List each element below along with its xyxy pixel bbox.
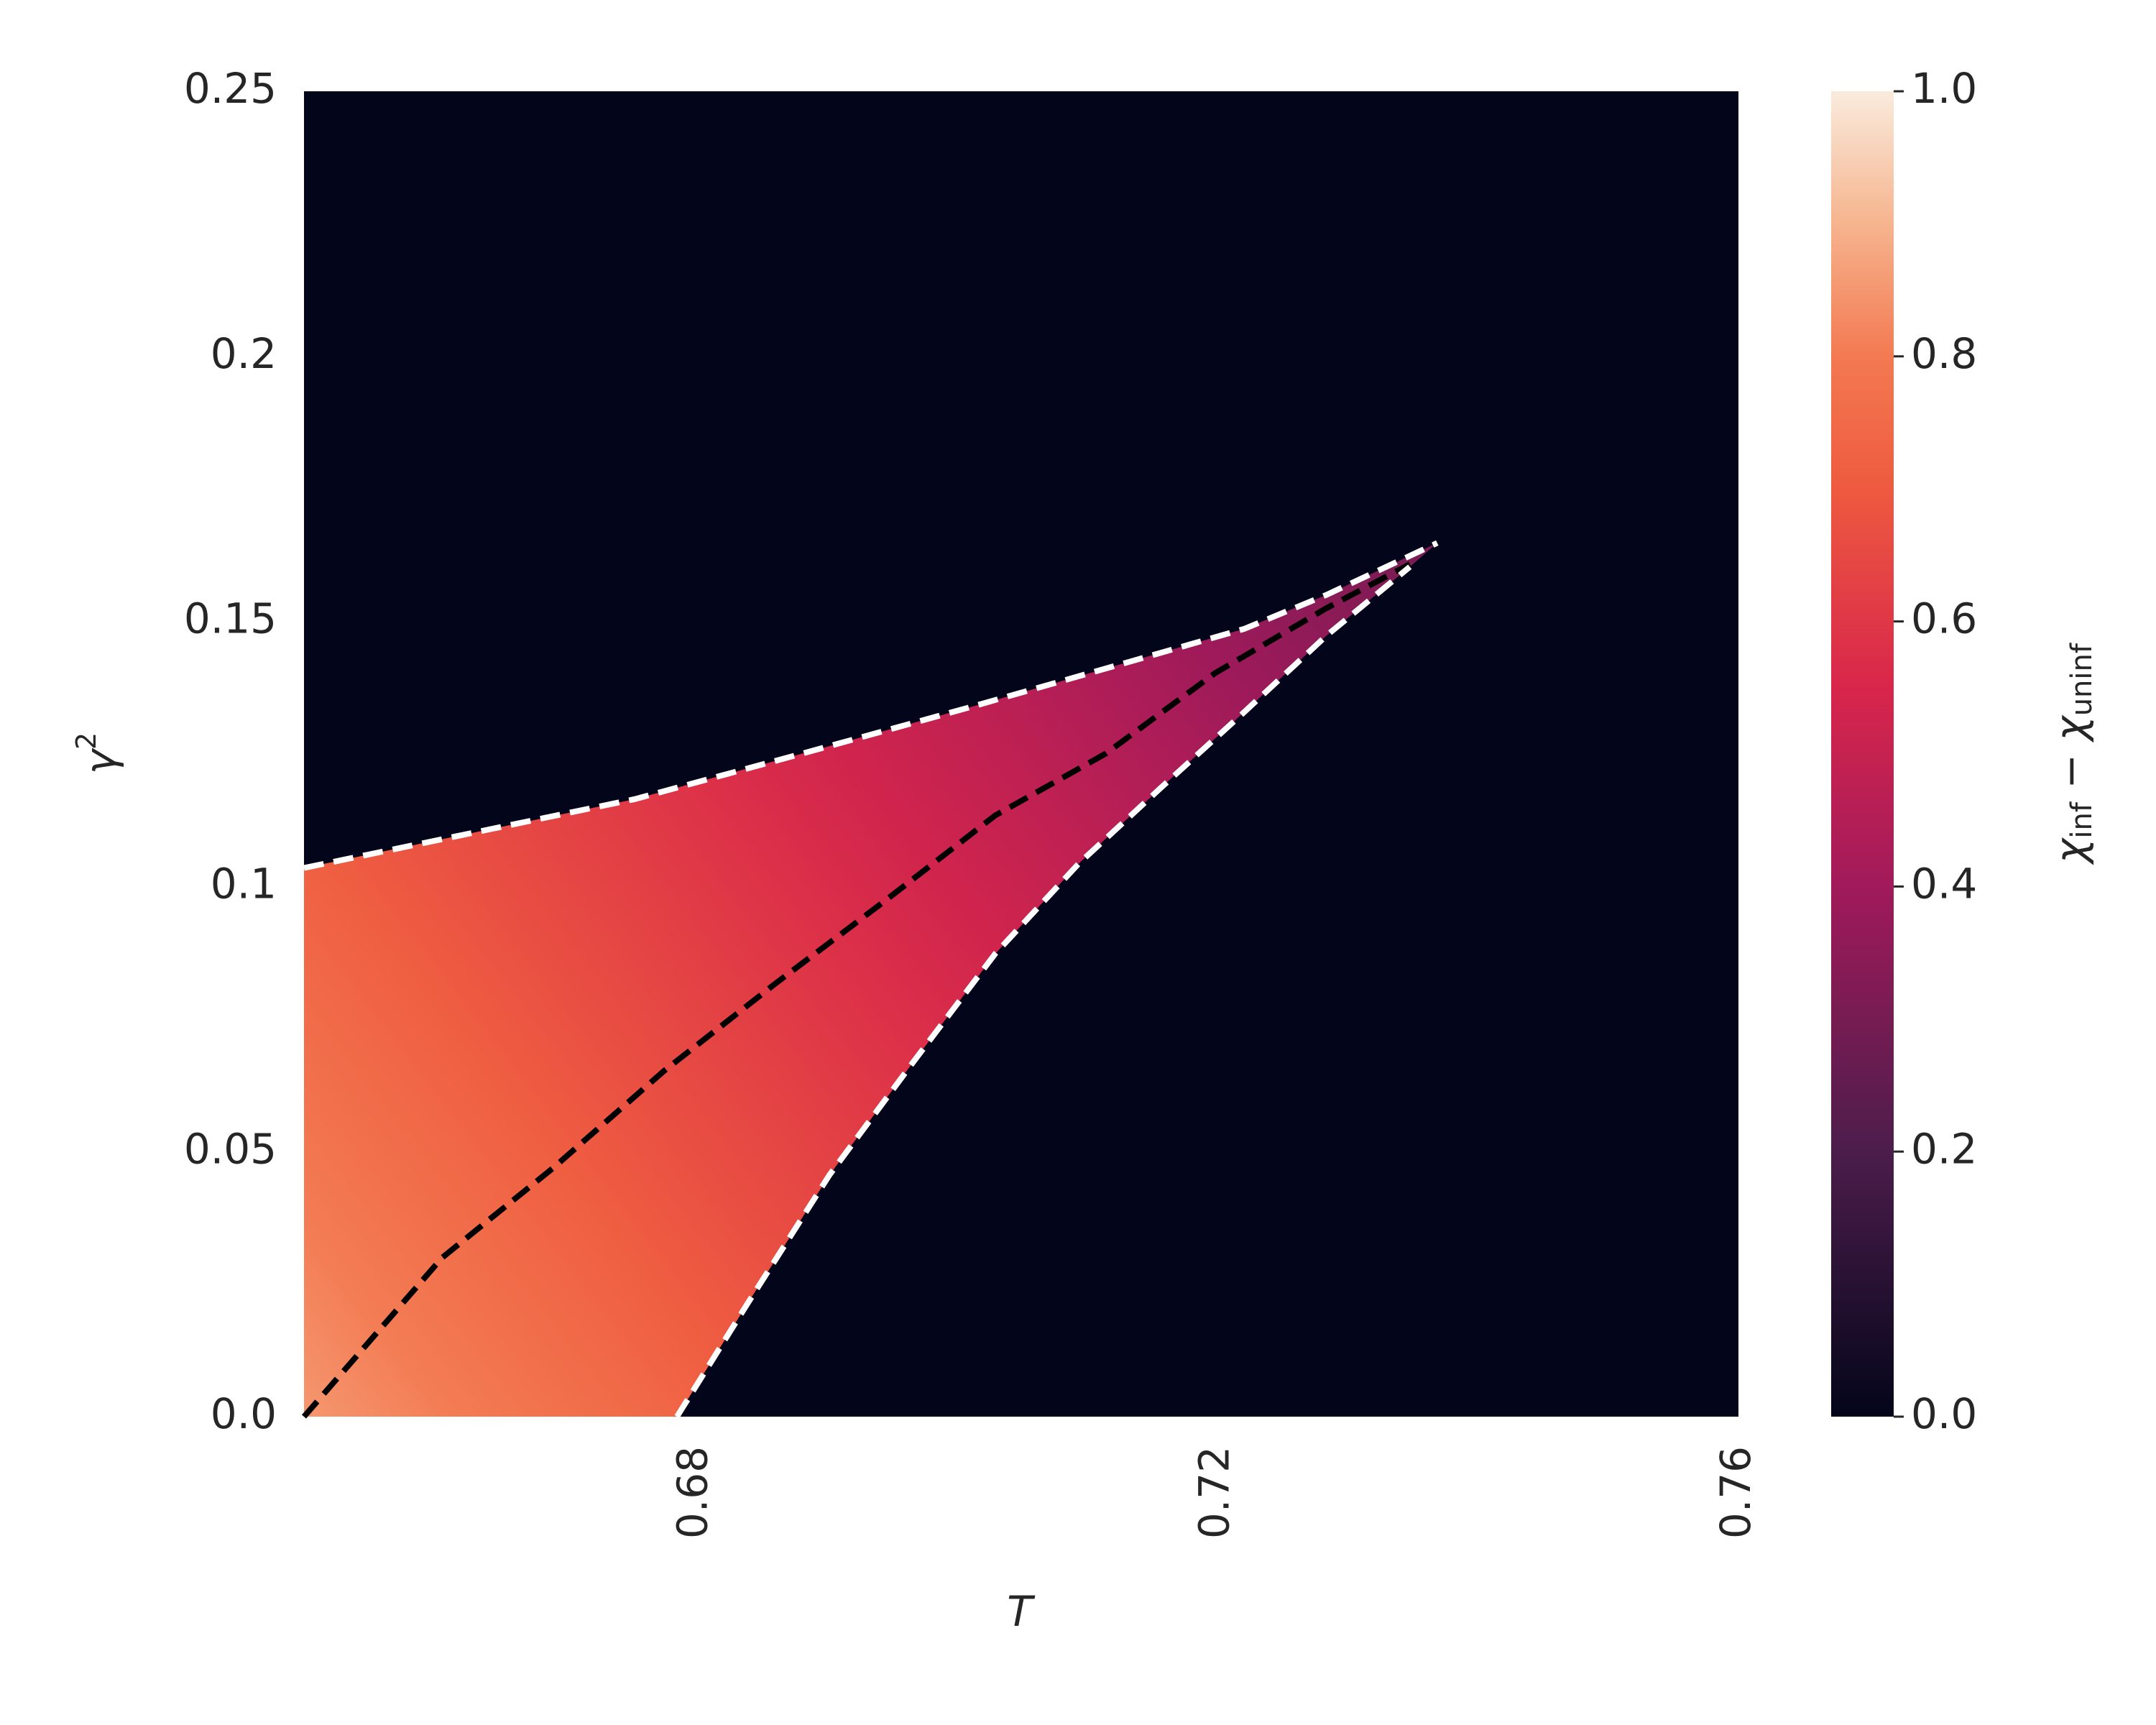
y-label-main: γ bbox=[76, 748, 125, 774]
y-tick-label: 0.0 bbox=[211, 1389, 277, 1438]
cbar-label-c: − χ bbox=[2046, 714, 2095, 802]
y-tick-label: 0.25 bbox=[184, 64, 277, 113]
cbar-label-d: uninf bbox=[2065, 643, 2099, 716]
x-tick-label: 0.68 bbox=[668, 1446, 717, 1539]
y-axis-label: γ2 bbox=[70, 732, 126, 775]
colorbar-tick-label: 0.2 bbox=[1911, 1124, 1977, 1173]
x-tick-label: 0.76 bbox=[1711, 1446, 1760, 1539]
y-tick-label: 0.1 bbox=[211, 860, 277, 908]
cbar-label-a: χ bbox=[2046, 837, 2095, 865]
boundary-line bbox=[674, 564, 1412, 1419]
boundary-line bbox=[301, 561, 1411, 1419]
colorbar-tick-label: 0.6 bbox=[1911, 594, 1977, 643]
x-axis-label: T bbox=[1007, 1587, 1036, 1636]
colorbar-tick-label: 0.0 bbox=[1911, 1389, 1977, 1438]
colorbar-tick-label: 1.0 bbox=[1911, 64, 1977, 113]
colorbar-tick-label: 0.4 bbox=[1911, 860, 1977, 908]
y-tick-label: 0.05 bbox=[184, 1124, 277, 1173]
cbar-label-b: inf bbox=[2065, 801, 2099, 838]
boundary-line bbox=[303, 540, 1439, 871]
x-tick-label: 0.72 bbox=[1189, 1446, 1238, 1539]
colorbar-label: χinf − χuninf bbox=[2046, 643, 2099, 865]
y-label-sup: 2 bbox=[70, 732, 102, 750]
y-tick-label: 0.2 bbox=[211, 329, 277, 378]
y-tick-label: 0.15 bbox=[184, 594, 277, 643]
colorbar-tick-label: 0.8 bbox=[1911, 329, 1977, 378]
region bbox=[304, 543, 1437, 1417]
colorbar bbox=[1831, 91, 1894, 1417]
